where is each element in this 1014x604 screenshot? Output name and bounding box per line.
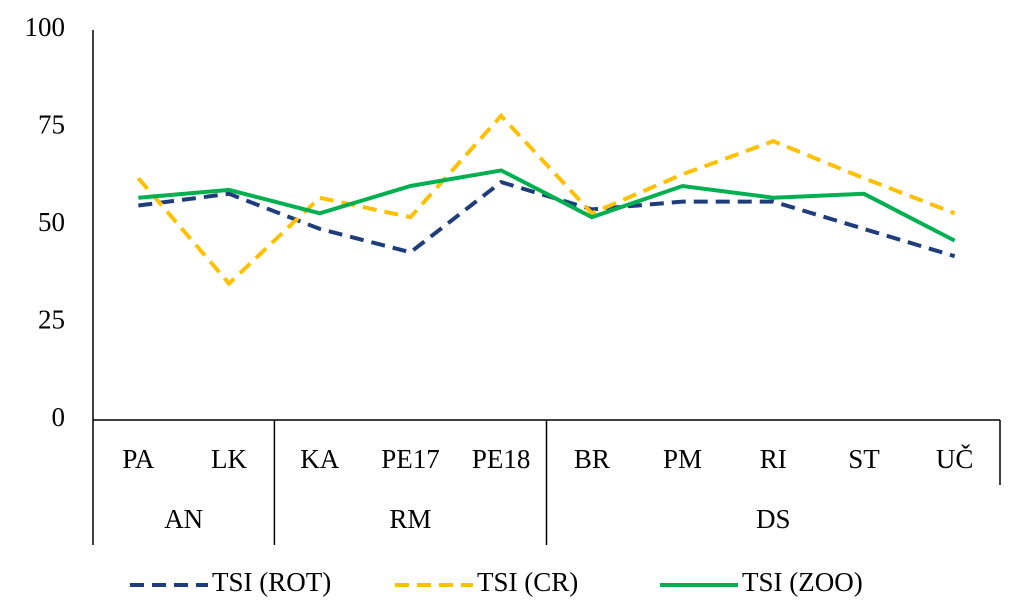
- group-label: DS: [756, 504, 791, 534]
- series-line: [138, 168, 956, 243]
- y-tick-label: 75: [38, 110, 65, 140]
- group-label: AN: [164, 504, 203, 534]
- series-line: [136, 112, 956, 287]
- x-tick-label: PE18: [472, 444, 531, 474]
- x-tick-label: PA: [122, 444, 155, 474]
- y-tick-label: 50: [38, 207, 65, 237]
- legend-label: TSI (ROT): [212, 567, 331, 597]
- x-tick-label: LK: [211, 444, 247, 474]
- x-tick-label: KA: [300, 444, 339, 474]
- legend-label: TSI (CR): [477, 567, 578, 597]
- x-tick-label: RI: [760, 444, 787, 474]
- x-tick-label: BR: [574, 444, 610, 474]
- x-tick-label: PM: [663, 444, 702, 474]
- y-tick-label: 100: [25, 12, 66, 42]
- x-tick-label: UČ: [936, 444, 974, 474]
- y-tick-label: 0: [52, 402, 66, 432]
- x-tick-label: ST: [848, 444, 880, 474]
- group-label: RM: [389, 504, 431, 534]
- y-tick-label: 25: [38, 305, 65, 335]
- x-tick-label: PE17: [381, 444, 440, 474]
- legend-label: TSI (ZOO): [742, 567, 863, 597]
